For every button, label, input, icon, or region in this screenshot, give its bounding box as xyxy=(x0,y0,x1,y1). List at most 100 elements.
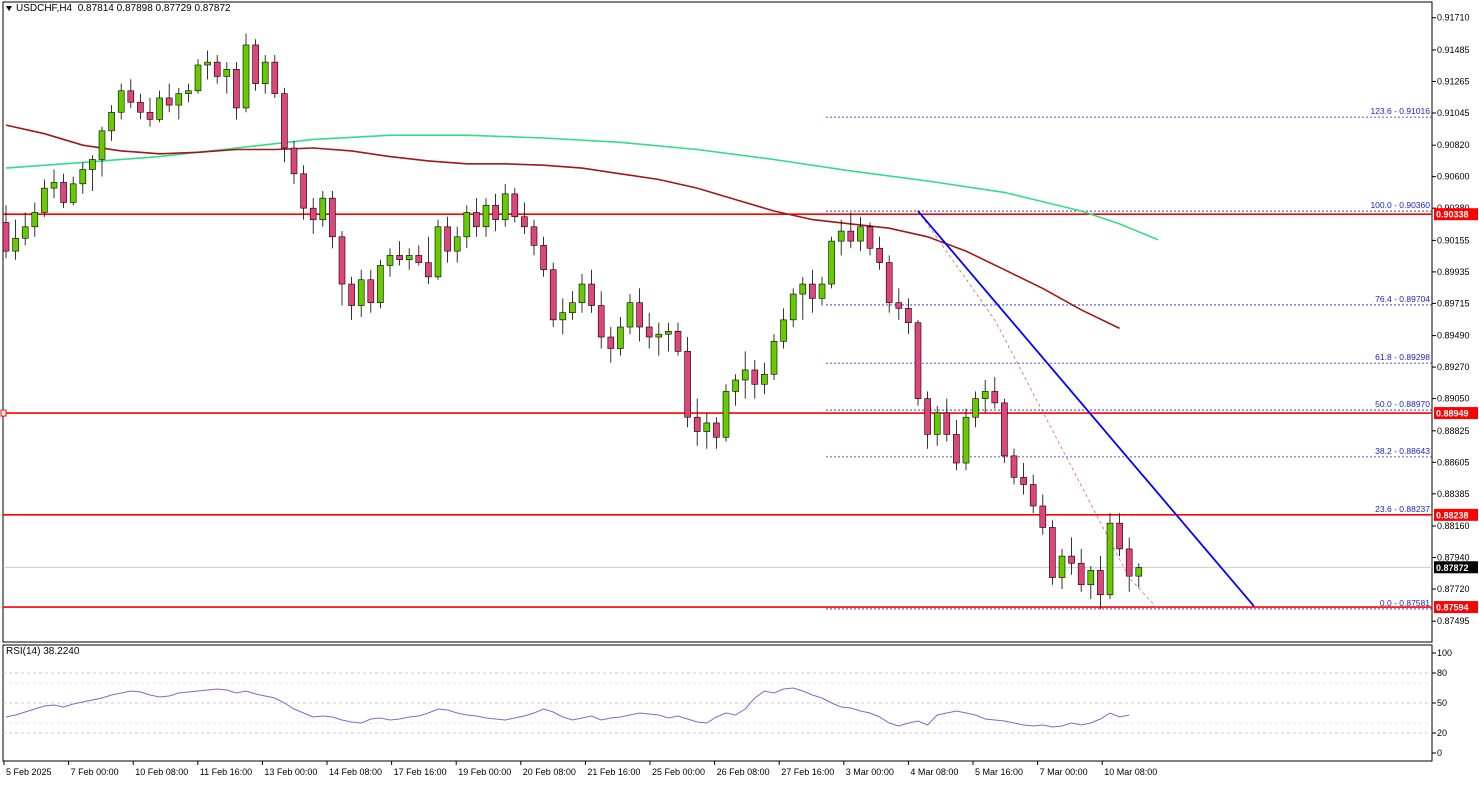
candle xyxy=(1039,494,1047,535)
current-price-tag-label: 0.87872 xyxy=(1436,563,1469,573)
candle-body xyxy=(1087,570,1095,586)
candle xyxy=(607,327,615,363)
rsi-tick-label: 100 xyxy=(1437,648,1452,658)
time-tick-label: 5 Feb 2025 xyxy=(6,767,52,777)
candle-body xyxy=(21,226,29,239)
candle xyxy=(953,420,960,471)
candle-body xyxy=(482,205,490,228)
candle xyxy=(434,219,442,280)
candle xyxy=(1049,520,1056,585)
candle-body xyxy=(501,193,509,220)
candle xyxy=(703,412,711,449)
candle xyxy=(41,179,48,217)
candle xyxy=(914,319,922,406)
level-price-tag xyxy=(1434,208,1478,221)
collapse-triangle-icon[interactable] xyxy=(6,5,12,11)
price-tick-label: 0.90600 xyxy=(1437,172,1470,182)
candle-body xyxy=(751,369,759,385)
candle-body xyxy=(156,97,163,120)
candle-body xyxy=(962,416,970,464)
symbol-label: USDCHF,H4 xyxy=(16,3,73,14)
candle xyxy=(847,212,855,249)
candle xyxy=(281,87,288,163)
candle-body xyxy=(770,341,778,375)
time-tick-label: 21 Feb 16:00 xyxy=(587,767,640,777)
candle xyxy=(761,362,768,395)
rsi-tick-label: 50 xyxy=(1437,698,1447,708)
candle xyxy=(924,391,931,449)
price-tick-label: 0.90155 xyxy=(1437,235,1470,245)
candle xyxy=(309,198,317,234)
candle-body xyxy=(626,302,634,328)
time-tick-label: 11 Feb 16:00 xyxy=(200,767,252,777)
price-tick-label: 0.89490 xyxy=(1437,331,1470,341)
candle xyxy=(665,322,672,352)
candle-body xyxy=(396,255,403,261)
candle-body xyxy=(31,212,39,228)
candle-body xyxy=(69,183,77,203)
time-tick-label: 19 Feb 00:00 xyxy=(458,767,511,777)
candle-body xyxy=(1135,567,1143,577)
candle-body xyxy=(799,283,807,295)
candle xyxy=(463,205,471,249)
ohlc-values: 0.87814 0.87898 0.87729 0.87872 xyxy=(77,3,231,14)
candle-body xyxy=(319,197,327,220)
rsi-tick-label: 0 xyxy=(1437,748,1442,758)
candle xyxy=(146,97,154,127)
candle xyxy=(569,291,576,320)
candle-body xyxy=(885,262,893,303)
price-pane-frame xyxy=(2,1,1433,643)
candle-body xyxy=(569,302,576,313)
rsi-tick-label: 80 xyxy=(1437,668,1447,678)
price-tick-label: 0.88825 xyxy=(1437,426,1470,436)
candle xyxy=(69,176,77,206)
candle-body xyxy=(89,159,96,170)
price-tick-label: 0.89050 xyxy=(1437,394,1470,404)
candle xyxy=(722,384,730,442)
level-price-tag-label: 0.87594 xyxy=(1436,603,1469,613)
price-tick-label: 0.88160 xyxy=(1437,521,1470,531)
candle-body xyxy=(453,236,461,252)
candle-body xyxy=(194,64,202,92)
candle-body xyxy=(693,416,701,432)
candle xyxy=(1020,463,1027,495)
fib-level-label: 76.4 - 0.89704 xyxy=(1375,294,1430,304)
candle-body xyxy=(204,61,211,66)
candle-body xyxy=(837,230,845,242)
candle-body xyxy=(1010,455,1018,478)
candle-body xyxy=(991,391,999,404)
candle xyxy=(818,276,826,306)
candle-body xyxy=(108,111,115,132)
candle-body xyxy=(329,197,336,238)
candle xyxy=(981,379,989,413)
candle-body xyxy=(2,222,10,252)
candle-body xyxy=(1029,484,1037,507)
candle xyxy=(386,248,394,277)
candle-body xyxy=(348,283,355,306)
candle xyxy=(242,33,250,113)
candle xyxy=(770,334,778,380)
candle-body xyxy=(1039,505,1047,528)
candle xyxy=(828,236,835,289)
candle xyxy=(348,276,355,320)
candle-body xyxy=(1077,562,1085,586)
candle xyxy=(597,291,605,349)
candle-body xyxy=(847,230,855,242)
candle xyxy=(972,391,979,428)
candle xyxy=(559,298,567,335)
candle-body xyxy=(127,90,135,103)
price-tick-label: 0.87720 xyxy=(1437,584,1470,594)
candle xyxy=(1001,398,1008,464)
candle-body xyxy=(741,369,749,381)
candle-body xyxy=(444,226,451,252)
candle xyxy=(444,216,451,263)
candle-body xyxy=(1097,570,1104,596)
candle-body xyxy=(895,302,903,309)
candle-body xyxy=(137,101,144,113)
candle xyxy=(261,54,269,94)
candle xyxy=(655,322,663,356)
candle xyxy=(962,408,970,471)
candle xyxy=(223,62,231,94)
